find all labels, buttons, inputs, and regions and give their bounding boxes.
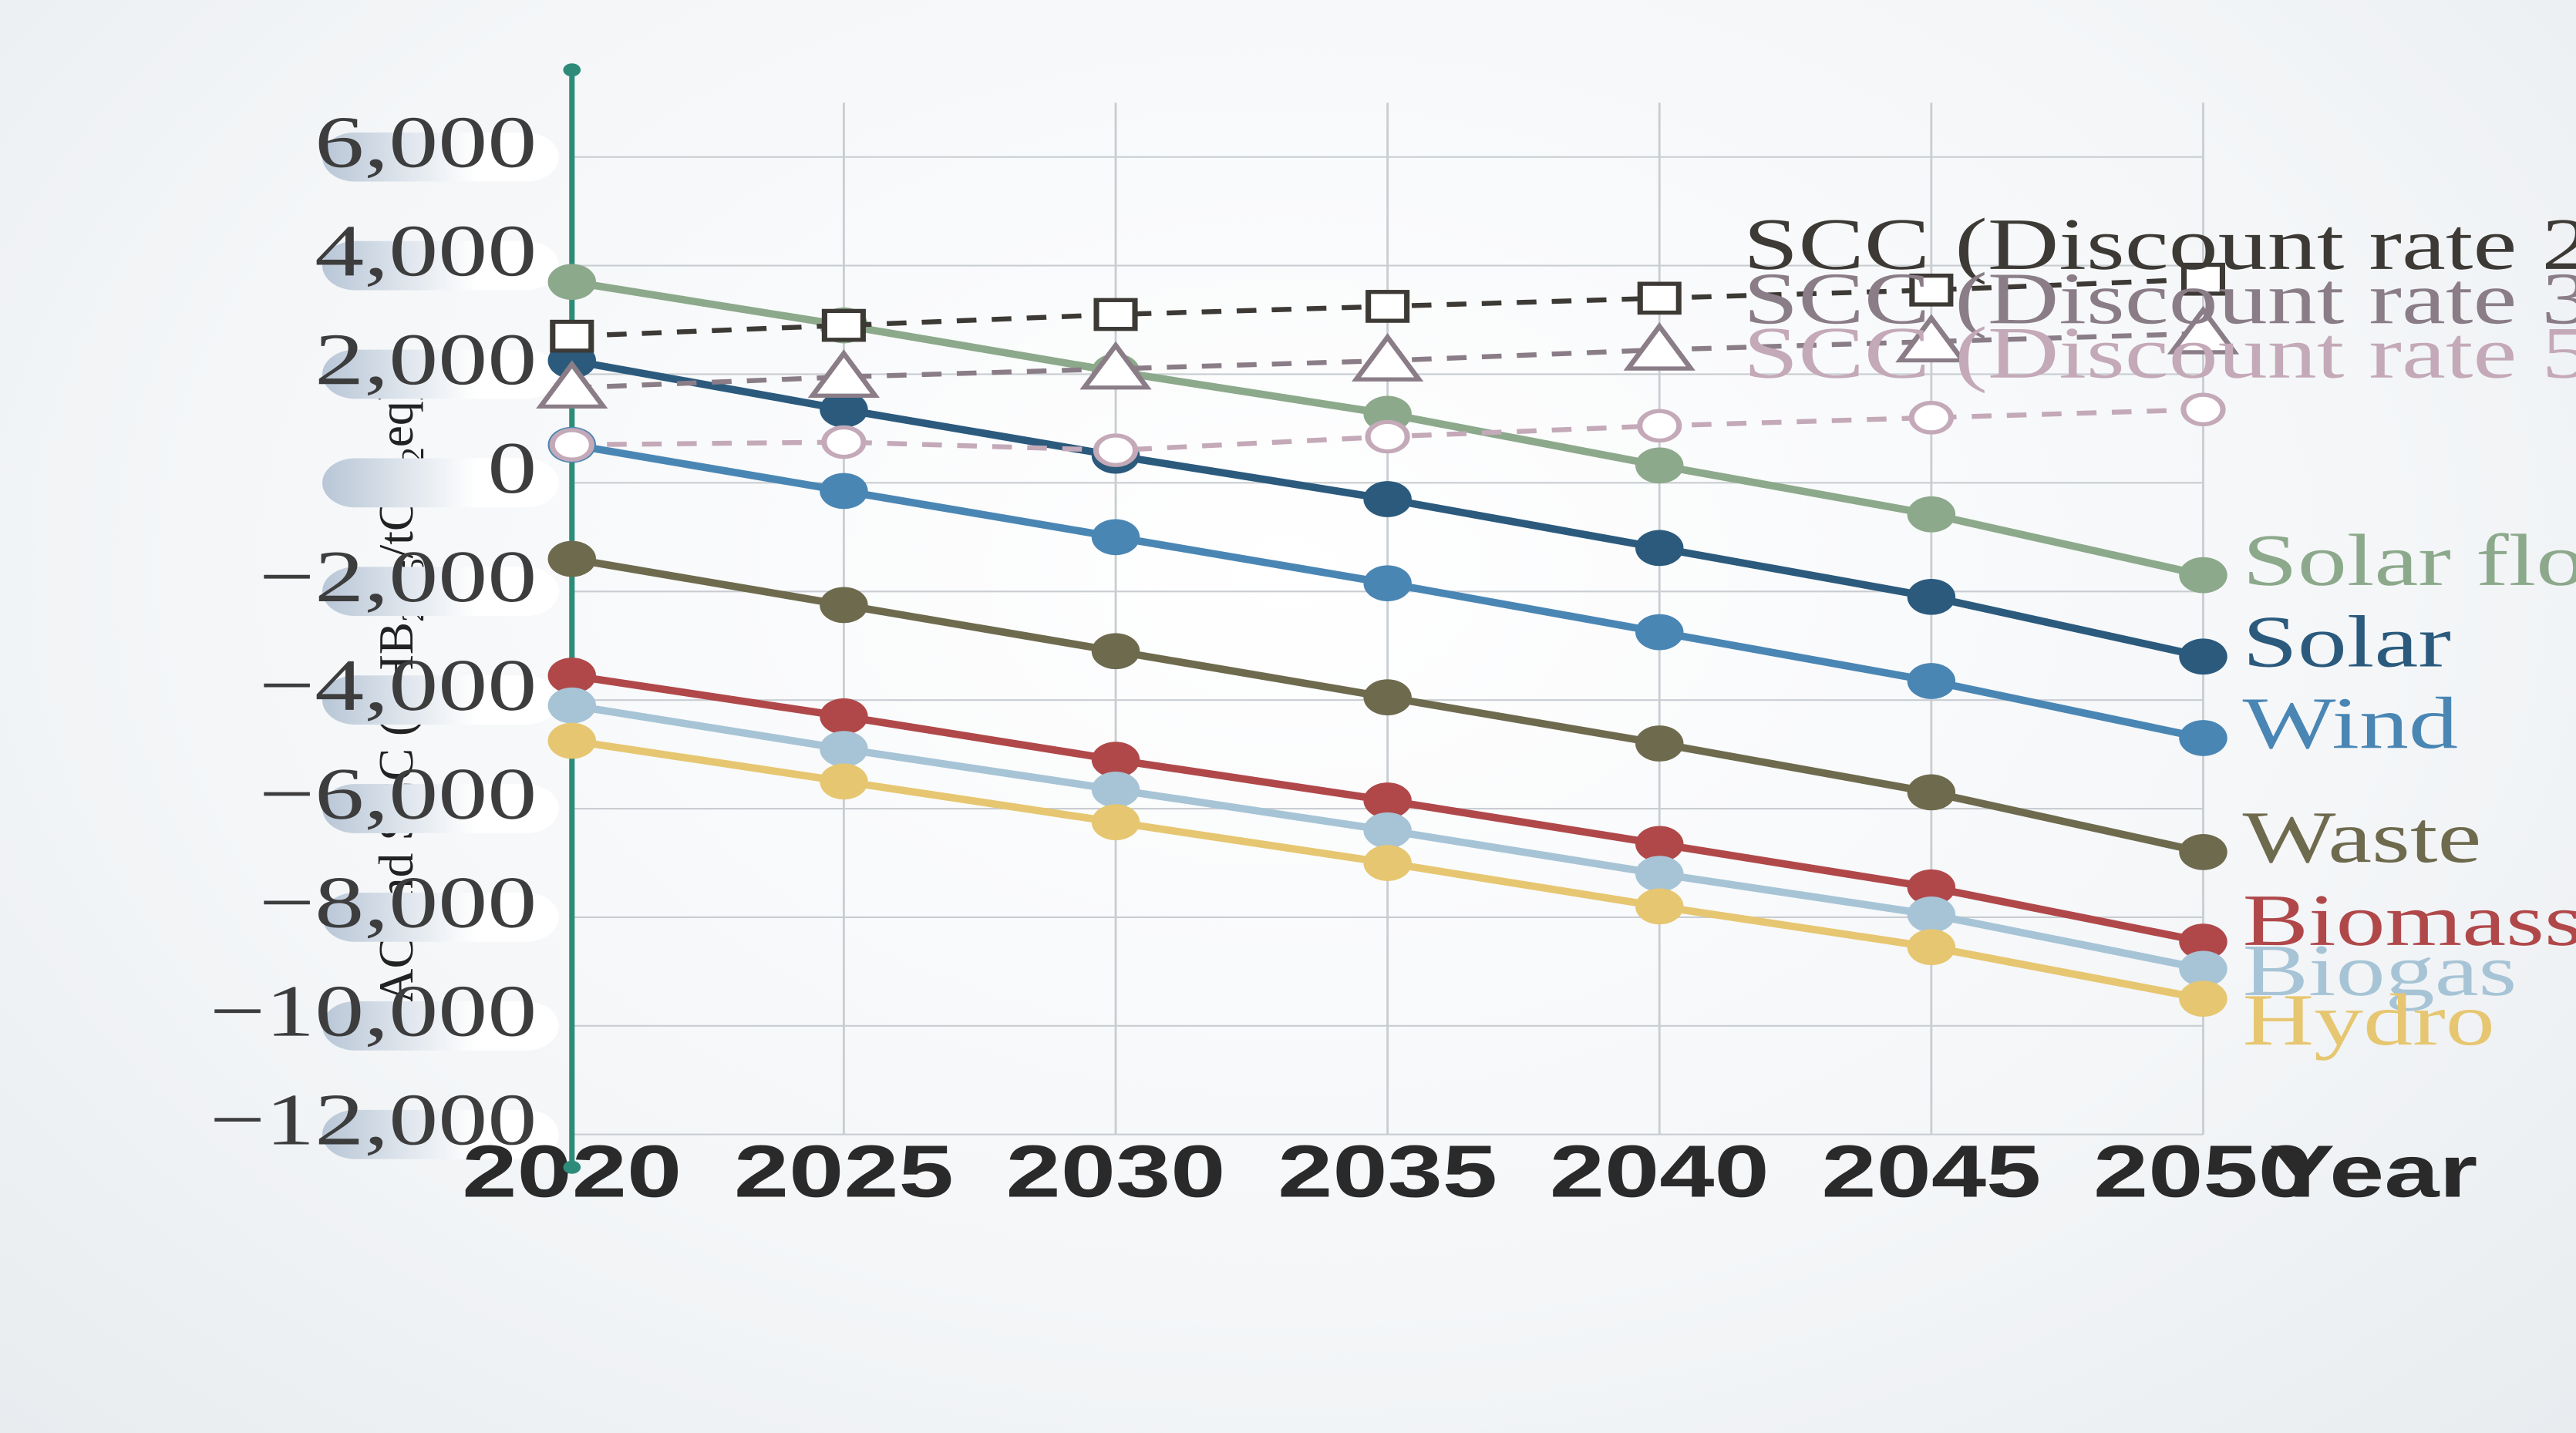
- xtick-label: 2035: [1278, 1130, 1497, 1213]
- series-label-wind: Wind: [2243, 682, 2458, 764]
- xtick-label: 2040: [1550, 1130, 1770, 1213]
- series-label-waste: Waste: [2243, 796, 2482, 878]
- series-label-solar: Solar: [2243, 600, 2451, 682]
- ytick-label: −2,000: [259, 536, 537, 617]
- series-label-solar_floating: Solar floating: [2243, 520, 2576, 601]
- xtick-label: 2025: [734, 1130, 954, 1213]
- ytick-label: 4,000: [315, 210, 537, 291]
- ytick-label: −8,000: [259, 862, 537, 944]
- xtick-label: 2045: [1821, 1130, 2041, 1213]
- plot-area: 6,0004,0002,0000−2,000−4,000−6,000−8,000…: [309, 86, 2499, 1233]
- series-label-hydro: Hydro: [2243, 979, 2495, 1061]
- xtick-label: 2030: [1005, 1130, 1225, 1213]
- mac-scc-chart: MAC and SCC (THB2015/tCO2eq) 6,0004,0002…: [52, 57, 2524, 1375]
- ytick-label: −4,000: [259, 644, 537, 726]
- ytick-label: −6,000: [259, 753, 537, 835]
- ytick-label: −10,000: [210, 970, 537, 1051]
- ytick-label: 2,000: [315, 318, 537, 400]
- ytick-label: 6,000: [315, 101, 537, 183]
- ytick-label: 0: [487, 427, 537, 509]
- x-axis-title: Year: [2269, 1130, 2478, 1213]
- series-label-scc5: SCC (Discount rate 5%): [1743, 312, 2576, 394]
